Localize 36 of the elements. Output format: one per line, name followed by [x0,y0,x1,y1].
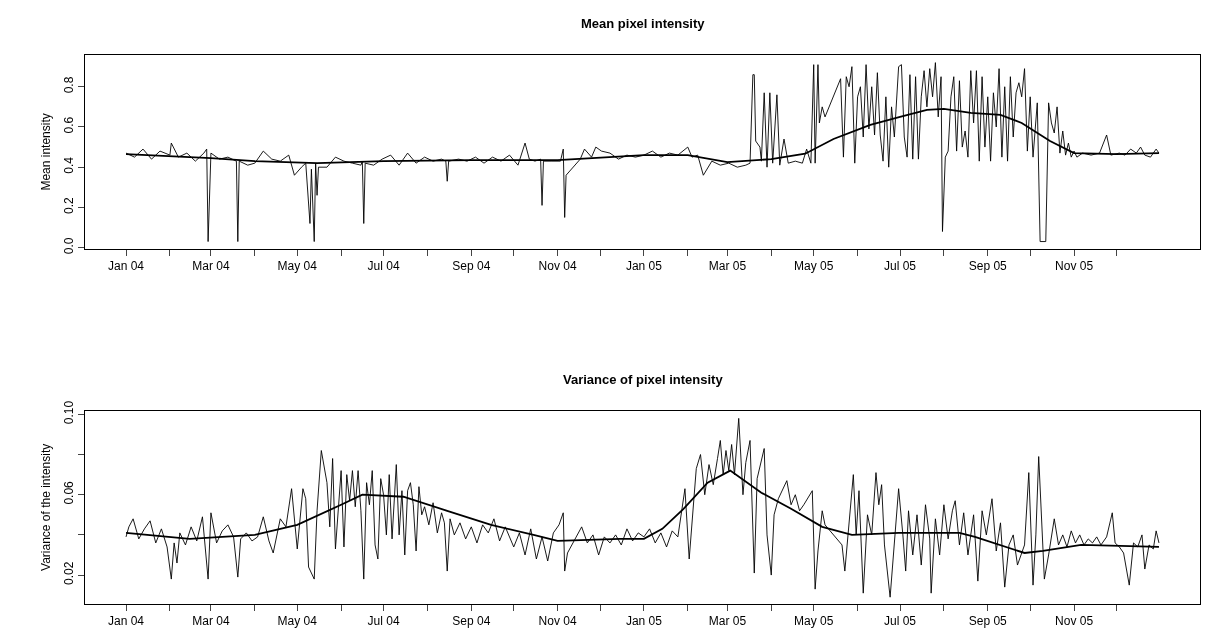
x-tick-label: Jan 04 [108,259,145,274]
y-axis-title: Mean intensity [39,113,54,191]
x-tick-label: Nov 04 [538,614,577,629]
y-tick-label: 0.8 [62,76,77,94]
x-tick-label: May 05 [794,259,834,274]
x-tick-label: Nov 05 [1055,259,1094,274]
x-tick-label: Sep 04 [452,259,491,274]
x-tick-label: Jul 04 [367,614,400,629]
x-tick-label: Jul 05 [884,614,917,629]
x-tick-label: Mar 05 [708,614,747,629]
y-tick-label: 0.2 [62,196,77,214]
x-tick-label: May 04 [277,614,318,629]
y-tick-label: 0.6 [62,116,77,134]
x-tick-label: Nov 05 [1055,614,1094,629]
x-tick-label: Nov 04 [538,259,577,274]
x-tick-label: Jan 05 [625,614,663,629]
x-tick-label: Jan 04 [108,614,145,629]
chart-title: Variance of pixel intensity [563,372,724,387]
x-tick-label: Mar 04 [192,614,230,629]
x-tick-label: Jul 05 [884,259,917,274]
x-tick-label: Jan 05 [625,259,663,274]
x-tick-label: Sep 05 [968,259,1008,274]
x-tick-label: May 05 [794,614,834,629]
y-axis-title: Variance of the intensity [39,443,54,571]
x-tick-label: Sep 04 [452,614,491,629]
y-tick-label: 0.06 [62,480,77,505]
x-tick-label: Sep 05 [968,614,1008,629]
y-tick-label: 0.02 [62,561,77,585]
x-tick-label: May 04 [277,259,318,274]
y-tick-label: 0.0 [62,237,77,255]
x-tick-label: Mar 05 [708,259,747,274]
chart-title: Mean pixel intensity [581,16,706,31]
y-tick-label: 0.10 [62,400,77,425]
x-tick-label: Mar 04 [192,259,230,274]
y-tick-label: 0.4 [62,156,77,174]
x-tick-label: Jul 04 [367,259,400,274]
